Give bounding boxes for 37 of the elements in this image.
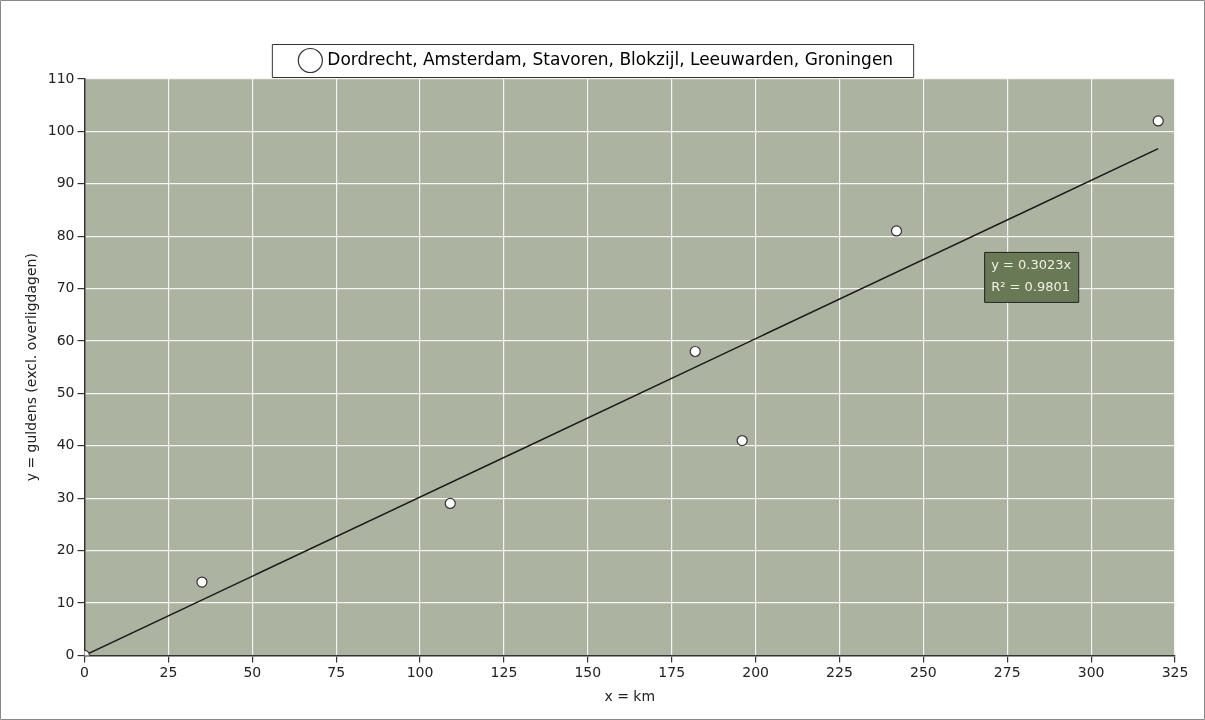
x-tick-label: 25 [159,664,178,681]
x-tick-label: 100 [406,664,434,681]
y-tick-label: 30 [56,488,75,505]
y-tick-label: 10 [56,593,75,610]
y-tick-label: 40 [56,436,75,453]
legend-label: Dordrecht, Amsterdam, Stavoren, Blokzijl, Leeuwarden, Groningen [327,48,894,69]
y-tick-label: 80 [56,226,75,243]
x-tick-label: 275 [993,664,1021,681]
point [196,576,208,588]
annotation: R² = 0.9801 [991,279,1071,295]
x-tick-label: 250 [909,664,937,681]
y-tick-label: 50 [56,384,75,401]
point [444,497,456,510]
y-axis-title: y = guldens (excl. overligdagen) [23,253,40,482]
y-tick-label: 60 [56,331,75,348]
x-tick-label: 125 [490,664,518,681]
x-axis-title: x = km [604,688,656,705]
x-tick-label: 325 [1161,664,1189,681]
x-tick-label: 0 [80,664,89,681]
y-tick-label: 110 [47,69,75,86]
y-tick-label: 20 [56,541,75,558]
x-tick-label: 150 [574,664,602,681]
y-tick-label: 90 [56,174,75,191]
point [890,225,903,237]
point [736,434,748,447]
y-tick-label: 100 [47,122,75,139]
x-tick-label: 225 [826,664,853,681]
x-tick-label: 50 [243,664,262,681]
point [689,345,701,358]
y-tick-label: 70 [56,279,75,296]
point [1152,115,1164,127]
x-tick-label: 300 [1077,664,1105,681]
x-tick-label: 200 [742,664,769,681]
x-tick-label: 75 [327,664,346,681]
annotation: y = 0.3023x [991,257,1072,273]
x-tick-label: 175 [658,664,686,681]
y-tick-label: 0 [65,646,75,663]
